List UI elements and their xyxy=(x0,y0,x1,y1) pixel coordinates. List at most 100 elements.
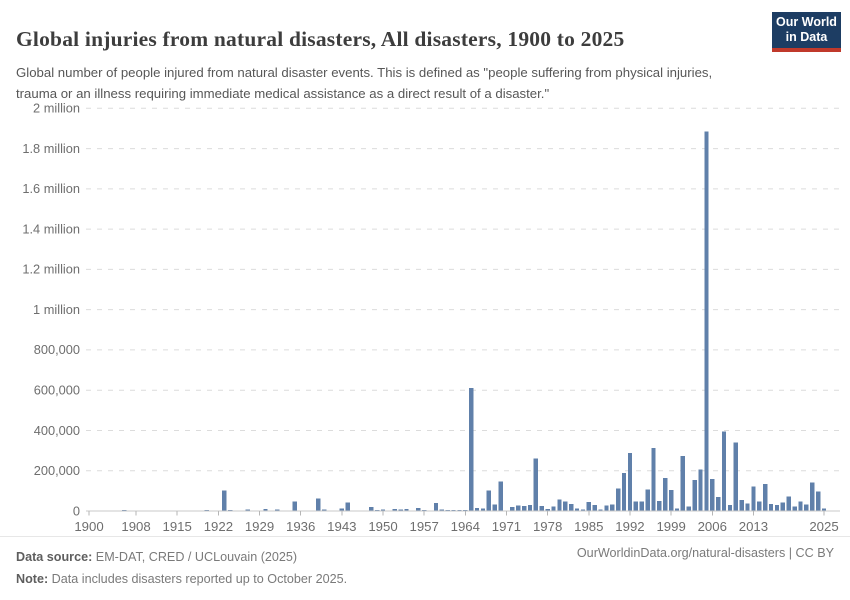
bar-2001[interactable] xyxy=(680,456,686,511)
bar-1927[interactable] xyxy=(245,509,250,511)
bar-2008[interactable] xyxy=(721,431,727,511)
bar-2019[interactable] xyxy=(786,496,791,512)
bar-1994[interactable] xyxy=(639,501,644,511)
bar-1953[interactable] xyxy=(398,509,403,511)
x-tick-label: 2013 xyxy=(739,519,768,534)
bar-1989[interactable] xyxy=(610,504,615,511)
bar-1990[interactable] xyxy=(616,488,621,511)
bar-1983[interactable] xyxy=(574,508,580,511)
owid-logo[interactable]: Our World in Data xyxy=(772,12,841,52)
bar-1956[interactable] xyxy=(416,507,421,511)
bar-1932[interactable] xyxy=(275,509,280,511)
bar-1977[interactable] xyxy=(539,505,544,511)
bar-2000[interactable] xyxy=(674,508,680,511)
bar-2009[interactable] xyxy=(727,504,733,511)
bar-2023[interactable] xyxy=(810,482,815,511)
bar-1975[interactable] xyxy=(527,504,533,511)
bar-2006[interactable] xyxy=(710,478,715,511)
y-tick-label: 1.4 million xyxy=(22,221,80,236)
footer-license: OurWorldinData.org/natural-disasters | C… xyxy=(577,546,834,560)
bar-1991[interactable] xyxy=(621,473,627,511)
bar-2021[interactable] xyxy=(798,501,803,511)
y-tick-label: 200,000 xyxy=(34,463,80,478)
bar-1987[interactable] xyxy=(598,509,603,511)
bar-1984[interactable] xyxy=(580,509,586,511)
bar-1948[interactable] xyxy=(369,506,374,511)
bar-1944[interactable] xyxy=(345,502,350,511)
bar-1998[interactable] xyxy=(663,478,668,511)
bar-1988[interactable] xyxy=(604,505,609,511)
bar-1968[interactable] xyxy=(486,490,491,511)
bar-1965[interactable] xyxy=(469,387,474,511)
x-tick-label: 1908 xyxy=(121,519,150,534)
bar-1973[interactable] xyxy=(516,505,521,511)
bar-2024[interactable] xyxy=(815,491,821,511)
x-tick-label: 1936 xyxy=(286,519,315,534)
bar-1976[interactable] xyxy=(533,458,539,511)
x-tick-label: 1999 xyxy=(656,519,685,534)
x-tick-label: 1971 xyxy=(492,519,521,534)
bar-2011[interactable] xyxy=(739,499,744,511)
bar-1939[interactable] xyxy=(316,498,321,511)
bar-1981[interactable] xyxy=(563,501,568,511)
bar-2022[interactable] xyxy=(804,504,809,511)
bar-1978[interactable] xyxy=(545,508,550,511)
note-label: Note: xyxy=(16,572,49,587)
bar-2012[interactable] xyxy=(745,503,750,511)
bar-1969[interactable] xyxy=(492,504,497,511)
bar-2005[interactable] xyxy=(704,131,709,511)
bar-1982[interactable] xyxy=(569,503,574,511)
bar-1962[interactable] xyxy=(451,509,456,511)
data-source-line: Data source: EM-DAT, CRED / UCLouvain (2… xyxy=(16,546,347,568)
bar-2004[interactable] xyxy=(698,469,703,511)
bar-1970[interactable] xyxy=(498,481,503,511)
bar-1952[interactable] xyxy=(392,508,397,511)
bar-1992[interactable] xyxy=(627,453,633,511)
bar-2013[interactable] xyxy=(751,486,756,511)
bar-1966[interactable] xyxy=(474,507,480,511)
owid-logo-line2: in Data xyxy=(785,30,828,44)
bar-2010[interactable] xyxy=(733,442,738,511)
bar-1943[interactable] xyxy=(339,508,344,511)
bar-1967[interactable] xyxy=(480,508,486,511)
bar-2020[interactable] xyxy=(792,506,797,511)
bar-1940[interactable] xyxy=(322,509,327,511)
owid-logo-line1: Our World xyxy=(776,14,837,29)
bar-2018[interactable] xyxy=(780,502,785,511)
bar-2025[interactable] xyxy=(821,508,827,511)
bar-1980[interactable] xyxy=(557,499,562,511)
bar-1959[interactable] xyxy=(433,502,439,511)
bar-1960[interactable] xyxy=(439,509,444,511)
bar-2017[interactable] xyxy=(774,504,780,511)
bar-2014[interactable] xyxy=(757,501,762,511)
bar-2007[interactable] xyxy=(716,496,721,511)
bar-1996[interactable] xyxy=(651,447,656,511)
y-tick-label: 1.8 million xyxy=(22,141,80,156)
bar-1997[interactable] xyxy=(657,500,662,511)
bar-1974[interactable] xyxy=(521,505,527,511)
bar-1930[interactable] xyxy=(263,508,268,511)
bar-1964[interactable] xyxy=(463,509,468,511)
bar-1979[interactable] xyxy=(551,506,556,511)
bar-1957[interactable] xyxy=(422,509,427,511)
x-tick-label: 1900 xyxy=(74,519,103,534)
bar-1950[interactable] xyxy=(380,509,386,511)
bar-1954[interactable] xyxy=(404,508,409,511)
y-tick-label: 1.6 million xyxy=(22,181,80,196)
y-tick-label: 2 million xyxy=(33,101,80,116)
x-tick-label: 1957 xyxy=(409,519,438,534)
bar-1972[interactable] xyxy=(510,506,515,511)
bar-2016[interactable] xyxy=(768,503,774,511)
owid-url-link[interactable]: OurWorldinData.org/natural-disasters | C… xyxy=(576,546,834,560)
y-tick-label: 0 xyxy=(73,503,80,518)
bar-1923[interactable] xyxy=(222,490,227,511)
bar-1995[interactable] xyxy=(645,489,650,511)
bar-1986[interactable] xyxy=(592,504,597,511)
bar-2015[interactable] xyxy=(763,483,768,511)
bar-1999[interactable] xyxy=(668,489,674,511)
bar-1985[interactable] xyxy=(586,501,591,511)
bar-2002[interactable] xyxy=(686,506,691,511)
bar-1935[interactable] xyxy=(292,501,297,511)
bar-2003[interactable] xyxy=(692,479,697,511)
bar-1993[interactable] xyxy=(633,501,638,511)
